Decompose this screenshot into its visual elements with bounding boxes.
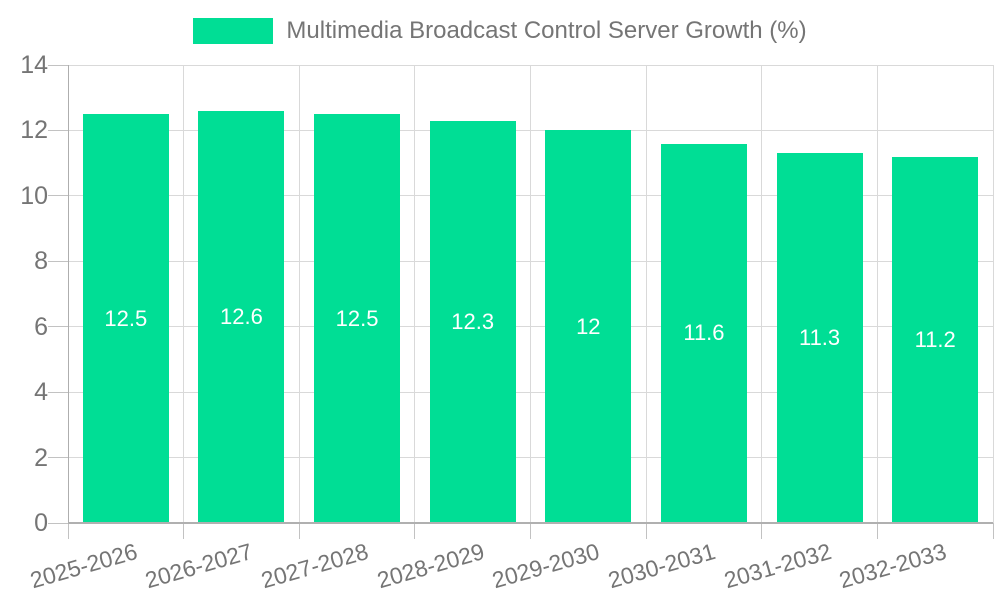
bar-value-label: 12.5 (335, 305, 379, 331)
y-axis-tick (48, 391, 68, 393)
bar[interactable] (198, 110, 285, 523)
y-axis-tick (48, 64, 68, 66)
y-axis-tick-label: 2 (34, 443, 48, 472)
gridline-vertical (183, 65, 185, 523)
gridline-vertical (530, 65, 531, 523)
y-axis-tick-label: 14 (20, 51, 48, 79)
y-axis-tick (48, 260, 68, 262)
bar[interactable] (776, 153, 863, 523)
y-axis-line (68, 65, 69, 523)
bar[interactable] (660, 143, 747, 523)
y-axis-tick-label: 10 (20, 181, 48, 210)
y-axis-tick (48, 326, 68, 328)
x-axis-category-label: 2026-2027 (142, 538, 256, 594)
x-axis-category-label: 2029-2030 (489, 538, 603, 594)
y-axis-tick-label: 6 (34, 312, 48, 341)
x-axis-category-label: 2028-2029 (373, 538, 487, 594)
bar-value-label: 11.6 (683, 320, 725, 346)
bar[interactable] (892, 156, 979, 523)
bar-value-label: 11.3 (798, 325, 841, 351)
x-axis-category-label: 2030-2031 (605, 538, 719, 594)
x-axis-tick (183, 523, 185, 539)
x-axis-tick (414, 523, 416, 539)
bar-value-label: 12.5 (104, 305, 148, 331)
gridline-vertical (992, 65, 994, 523)
x-axis-tick (876, 523, 878, 539)
x-axis-category-label: 2031-2032 (720, 538, 834, 594)
bar[interactable] (545, 130, 632, 523)
gridline-vertical (645, 65, 647, 523)
bar-value-label: 12.3 (451, 308, 495, 334)
y-axis-tick-label: 8 (34, 247, 48, 276)
gridline-vertical (414, 65, 416, 523)
x-axis-tick (761, 523, 763, 539)
chart-legend[interactable]: Multimedia Broadcast Control Server Grow… (0, 17, 1000, 45)
x-axis-category-label: 2025-2026 (27, 538, 140, 594)
x-axis-category-label: 2027-2028 (258, 538, 372, 594)
gridline-vertical (876, 65, 878, 523)
y-axis-tick-label: 12 (20, 116, 48, 145)
x-axis-tick (530, 523, 531, 539)
bar[interactable] (82, 114, 169, 523)
y-axis-tick (48, 129, 68, 131)
gridline-vertical (761, 65, 763, 523)
x-axis-tick (992, 523, 994, 539)
bar[interactable] (314, 114, 401, 523)
y-axis-tick (48, 522, 68, 524)
y-axis-tick-label: 0 (34, 509, 48, 537)
bar-value-label: 12 (576, 313, 601, 339)
bar[interactable] (429, 120, 516, 523)
bar-value-label: 12.6 (220, 303, 263, 329)
y-axis-tick (48, 457, 68, 459)
x-axis-line (68, 522, 993, 524)
x-axis-category-label: 2032-2033 (836, 538, 950, 594)
bar-value-label: 11.2 (914, 326, 956, 352)
y-axis-tick (48, 195, 68, 197)
legend-label: Multimedia Broadcast Control Server Grow… (286, 17, 807, 44)
y-axis-tick-label: 4 (34, 378, 48, 407)
legend-swatch-icon (193, 18, 274, 44)
gridline-vertical (298, 65, 300, 523)
x-axis-tick (645, 523, 647, 539)
x-axis-tick (298, 523, 300, 539)
x-axis-tick (67, 523, 69, 539)
